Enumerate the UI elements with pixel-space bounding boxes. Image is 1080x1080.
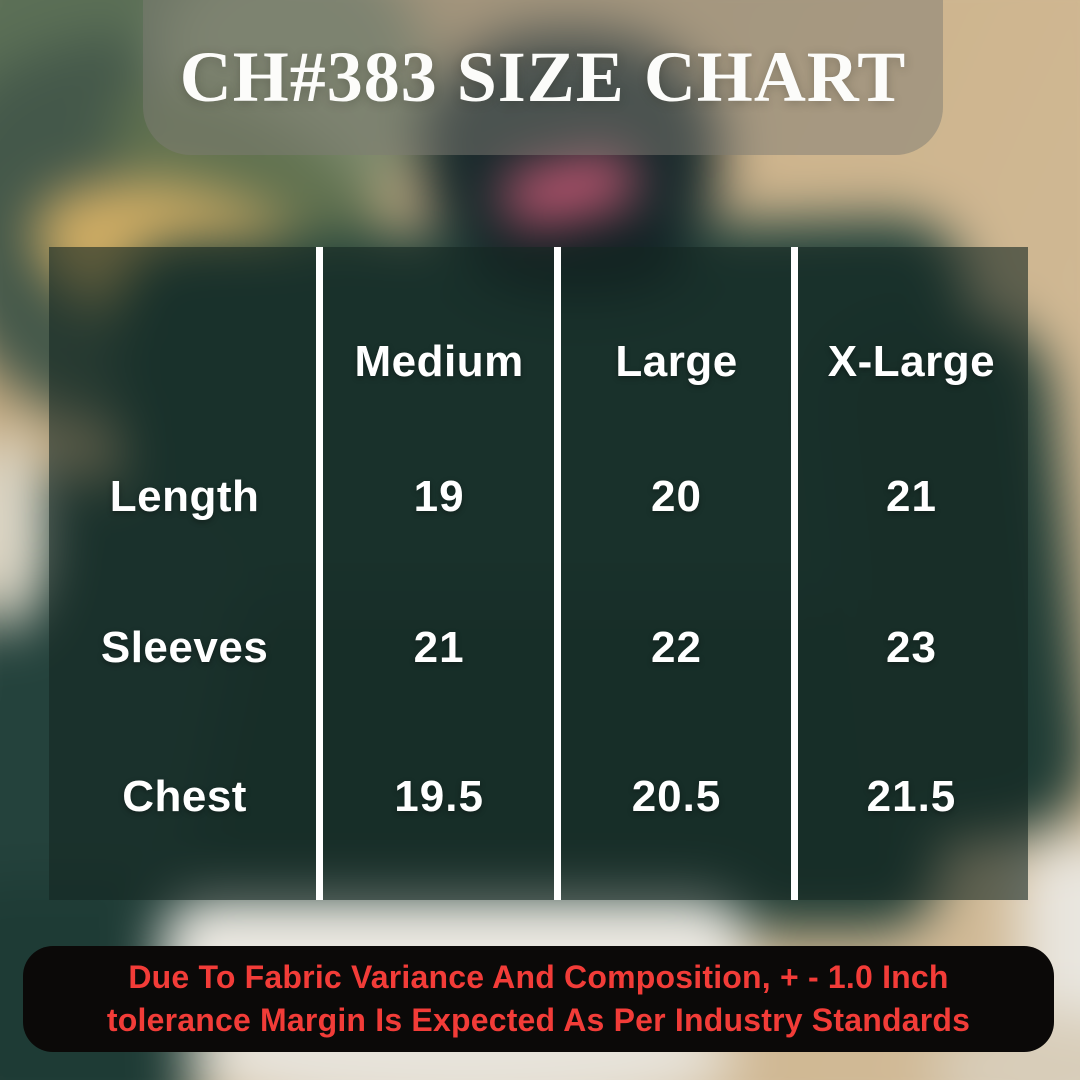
disclaimer-banner: Due To Fabric Variance And Composition, … xyxy=(23,946,1054,1052)
size-value: 19 xyxy=(413,472,465,522)
column-divider xyxy=(791,247,798,900)
row-label: Length xyxy=(109,472,260,522)
size-value: 22 xyxy=(651,622,702,672)
size-value: 21 xyxy=(885,472,937,522)
page-title: CH#383 SIZE CHART xyxy=(179,37,907,117)
disclaimer-line-2: tolerance Margin Is Expected As Per Indu… xyxy=(106,1002,971,1038)
row-label: Chest xyxy=(122,771,247,821)
column-header-medium: Medium xyxy=(354,336,524,386)
size-value: 21 xyxy=(413,622,465,672)
size-value: 19.5 xyxy=(394,771,484,821)
table-row-chest: Chest 19.5 20.5 21.5 xyxy=(49,772,1028,822)
size-value: 20.5 xyxy=(631,771,722,821)
row-label: Sleeves xyxy=(100,622,269,672)
column-divider xyxy=(316,247,323,900)
size-value: 23 xyxy=(885,622,937,672)
table-header-row: Medium Large X-Large xyxy=(49,337,1028,387)
size-chart-table: Medium Large X-Large Length 19 20 21 Sle… xyxy=(49,247,1028,900)
size-value: 20 xyxy=(651,472,702,522)
size-value: 21.5 xyxy=(866,771,957,821)
disclaimer-line-1: Due To Fabric Variance And Composition, … xyxy=(128,959,949,995)
title-banner: CH#383 SIZE CHART xyxy=(143,0,943,155)
column-divider xyxy=(554,247,561,900)
column-header-large: Large xyxy=(615,336,738,386)
column-header-x-large: X-Large xyxy=(827,336,996,386)
table-row-sleeves: Sleeves 21 22 23 xyxy=(49,623,1028,673)
table-row-length: Length 19 20 21 xyxy=(49,472,1028,522)
